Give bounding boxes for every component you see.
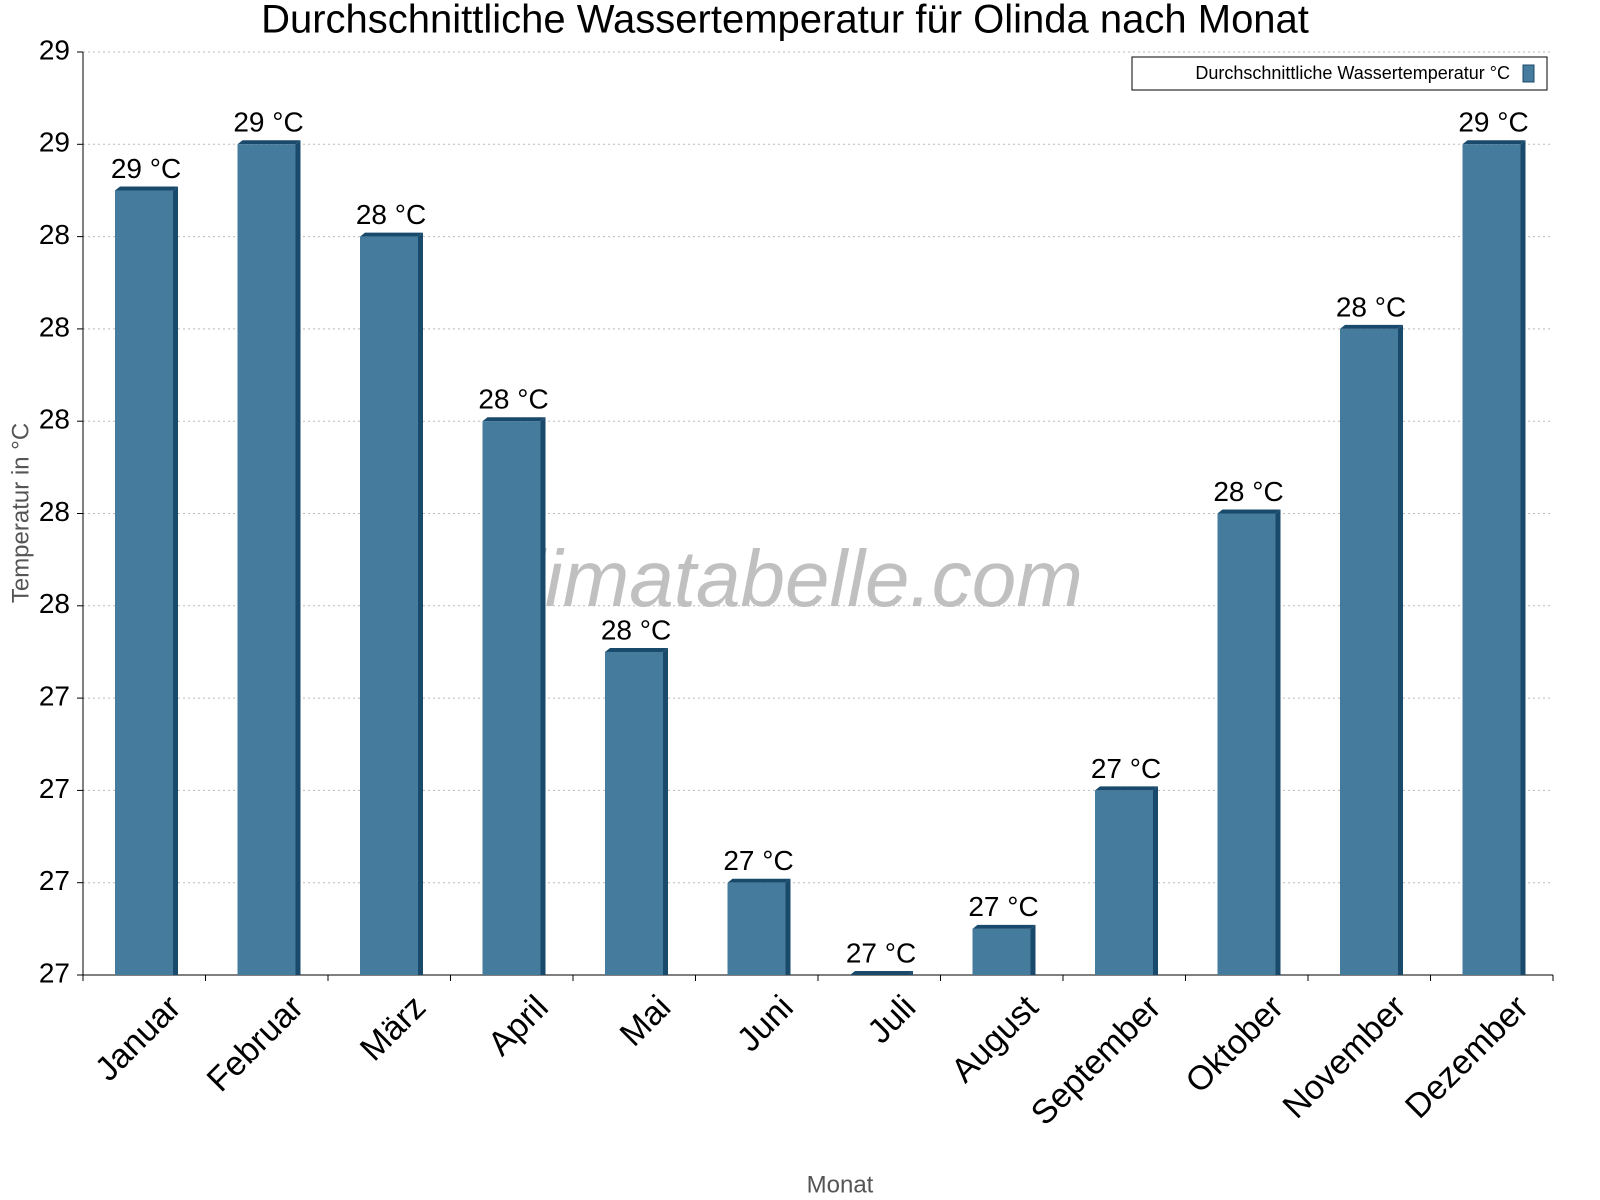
legend-label: Durchschnittliche Wassertemperatur °C [1195,63,1510,83]
bar [360,236,418,976]
value-label: 27 °C [723,845,793,876]
x-tick-label: November [1275,988,1413,1126]
bar-side [1153,786,1158,975]
x-tick-label: Juli [860,988,923,1051]
value-label: 27 °C [846,937,916,968]
bar-side [418,232,423,976]
x-tick-label: Juni [730,988,801,1059]
value-label: 29 °C [1458,107,1528,138]
x-tick-label: Februar [200,988,311,1099]
x-tick-label: Mai [613,988,679,1054]
y-tick-label: 29 [39,34,70,65]
bar-top [1340,324,1403,329]
bar-top [360,232,423,237]
value-label: 28 °C [1336,291,1406,322]
y-tick-label: 28 [39,219,70,250]
y-tick-label: 28 [39,311,70,342]
y-axis-label: Temperatur in °C [7,423,34,603]
bar-top [605,647,668,652]
value-label: 28 °C [356,199,426,230]
bar [115,190,173,975]
x-tick-label: Januar [88,988,188,1088]
y-tick-label: 27 [39,865,70,896]
y-tick-label: 27 [39,773,70,804]
value-label: 29 °C [111,153,181,184]
value-label: 29 °C [233,107,303,138]
y-tick-label: 29 [39,127,70,158]
bar-side [785,878,791,975]
legend-box [1131,56,1548,91]
bar-top [850,971,913,975]
y-tick-label: 28 [39,588,70,619]
x-tick-label: März [353,988,433,1068]
bar [237,144,296,976]
value-label: 27 °C [1091,753,1161,784]
bar-side [1398,324,1403,975]
bar-top [1095,786,1158,791]
bar-side [540,417,546,975]
bar [1217,513,1276,975]
y-tick-label: 27 [39,680,70,711]
bar-side [173,186,178,975]
x-tick-label: August [944,988,1046,1090]
legend-swatch [1522,64,1535,83]
bar-side [663,647,668,975]
x-tick-label: Dezember [1398,988,1536,1126]
y-tick-label: 28 [39,496,70,527]
value-label: 28 °C [601,614,671,645]
chart-title: Durchschnittliche Wassertemperatur für O… [261,0,1309,42]
bar-side [1520,140,1526,976]
y-tick-label: 27 [39,957,70,988]
bar-top [1462,140,1526,145]
x-tick-label: Oktober [1178,988,1290,1100]
bar-top [1217,509,1281,514]
value-label: 27 °C [968,891,1038,922]
bar [1462,144,1521,976]
bar-side [1030,924,1036,975]
bar-side [1275,509,1281,975]
x-axis-label: Monat [807,1171,874,1198]
x-tick-label: September [1024,988,1168,1132]
bar-top [115,186,178,191]
bar [727,882,786,975]
y-tick-label: 28 [39,404,70,435]
value-label: 28 °C [478,384,548,415]
bar-top [237,140,301,145]
bar [605,651,663,975]
bar-top [972,924,1036,929]
x-tick-label: April [481,988,556,1063]
bar-side [295,140,301,976]
bar-top [482,417,546,422]
bar [1095,790,1153,975]
bar [1340,328,1398,975]
value-label: 28 °C [1213,476,1283,507]
bar [972,928,1031,975]
bar [482,421,541,975]
watermark: klimatabelle.com [487,534,1083,623]
bar-top [727,878,791,883]
